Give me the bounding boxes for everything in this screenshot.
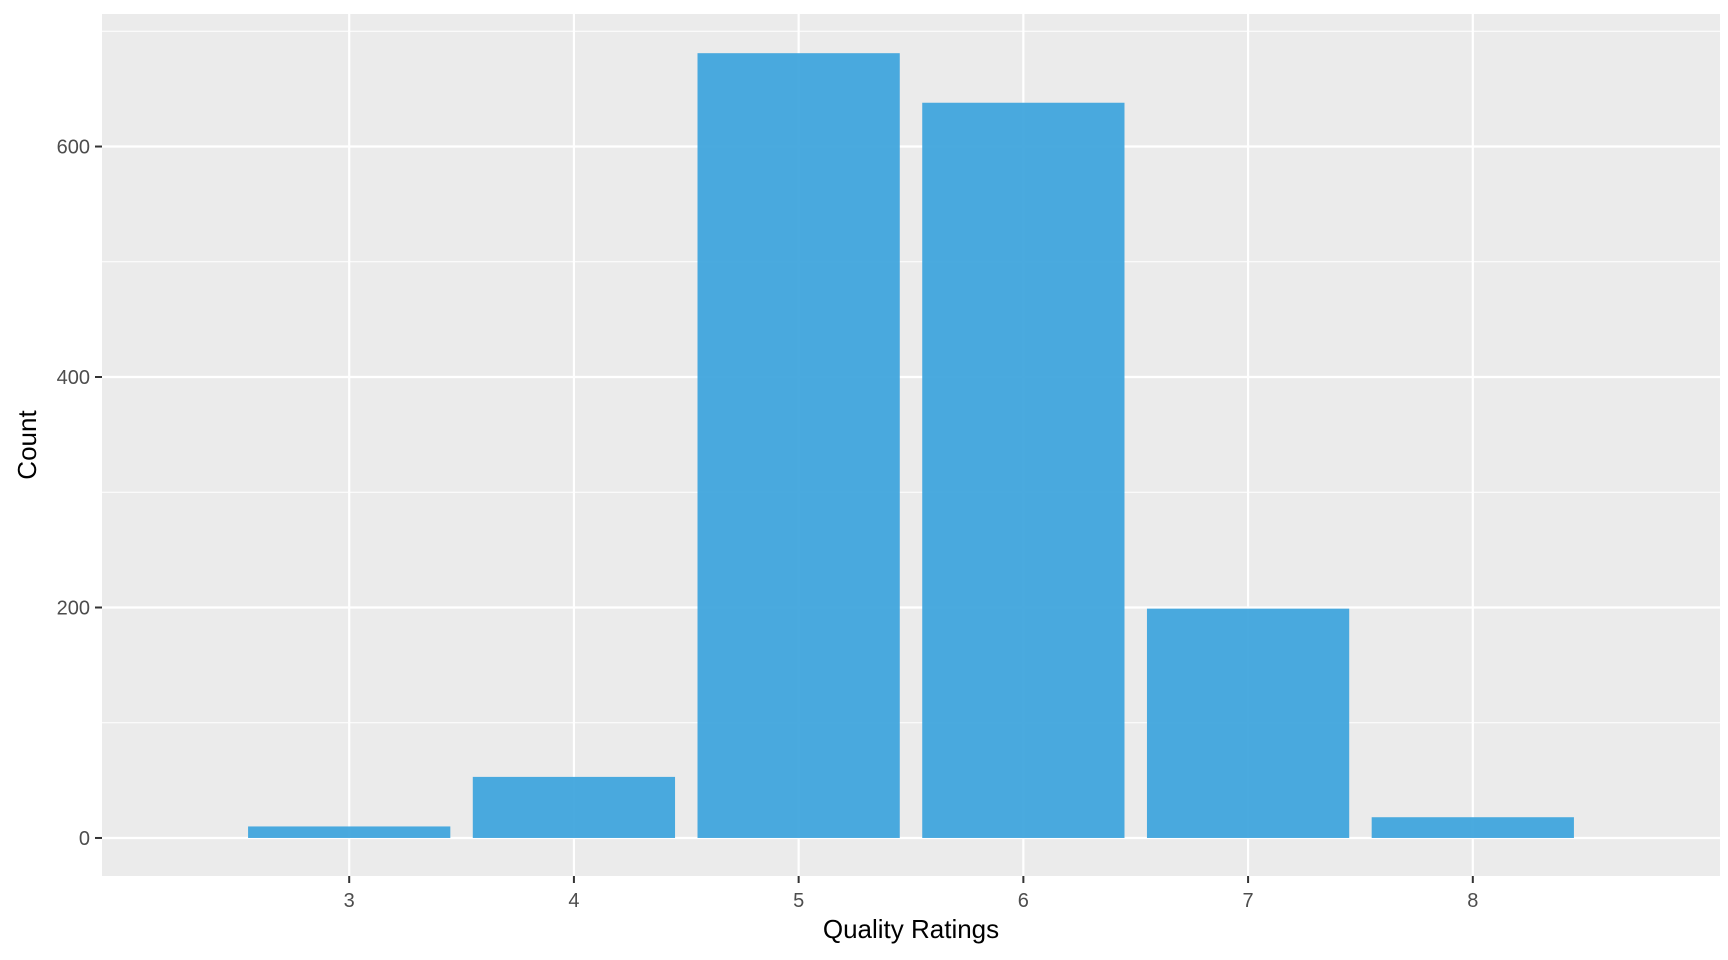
x-tick-label: 8 [1467, 890, 1478, 912]
minor-grid [102, 30, 1720, 724]
bar-quality-6 [922, 102, 1125, 838]
y-axis-title: Count [12, 410, 42, 480]
plot-panel [102, 14, 1720, 876]
x-tick-label: 7 [1243, 890, 1254, 912]
x-tick-label: 5 [793, 890, 804, 912]
y-tick-label: 400 [57, 367, 90, 389]
x-axis-title: Quality Ratings [823, 914, 999, 944]
bar-quality-5 [697, 53, 900, 838]
x-tick-label: 6 [1018, 890, 1029, 912]
x-tick-label: 3 [344, 890, 355, 912]
x-tick-label: 4 [568, 890, 579, 912]
bar-quality-7 [1146, 608, 1350, 838]
y-tick-label: 0 [79, 828, 90, 850]
bar-quality-4 [472, 776, 676, 838]
bar-quality-3 [248, 826, 451, 838]
x-axis-ticks: 3 4 5 6 7 8 [344, 876, 1478, 912]
bar-quality-8 [1371, 817, 1574, 838]
y-tick-label: 200 [57, 597, 90, 619]
y-axis-ticks: 0 200 400 600 [57, 137, 102, 850]
bars [248, 53, 1574, 838]
y-tick-label: 600 [57, 137, 90, 159]
